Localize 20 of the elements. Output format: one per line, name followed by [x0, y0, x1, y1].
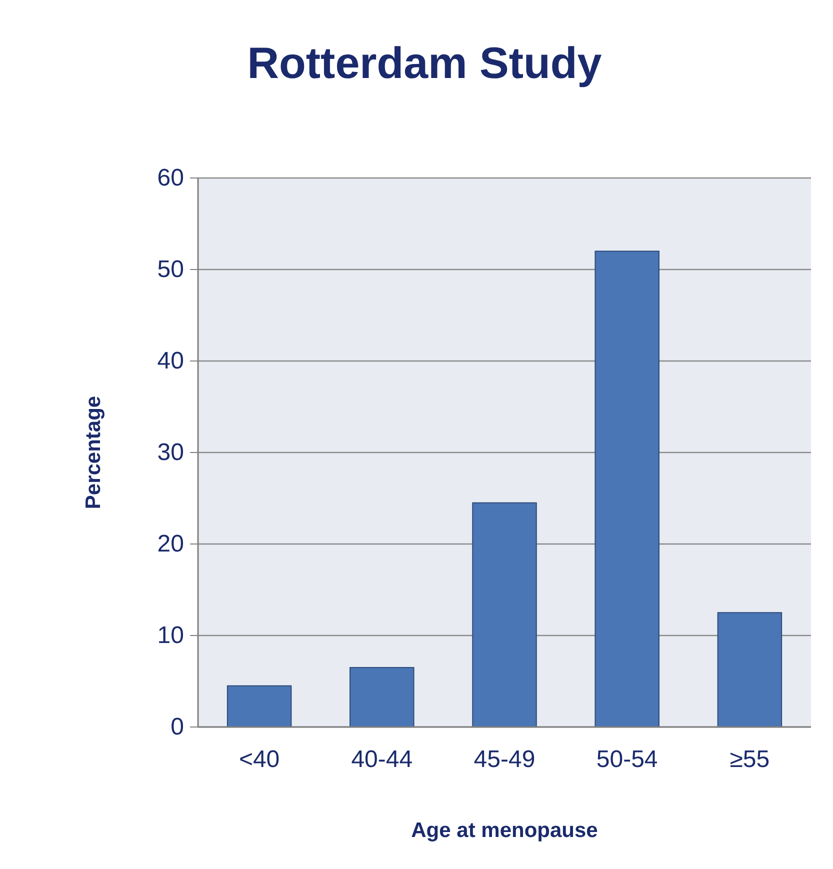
x-tick-label: <40 [238, 746, 280, 773]
bar [472, 502, 537, 728]
x-axis-title: Age at menopause [411, 819, 598, 842]
bar [350, 667, 414, 728]
y-tick-label: 40 [157, 348, 184, 374]
y-tick-label: 0 [170, 714, 184, 740]
x-tick-label: 45-49 [474, 746, 536, 773]
bar [226, 685, 292, 728]
x-tick-label: ≥55 [730, 746, 770, 773]
y-tick-label: 20 [157, 530, 184, 558]
y-tick-label: 50 [157, 256, 184, 283]
x-tick-label: 50-54 [596, 746, 658, 773]
y-tick-label: 30 [157, 439, 184, 466]
bar [594, 250, 660, 728]
y-axis-title: Percentage [82, 396, 105, 510]
bar [717, 612, 782, 728]
y-tick-label: 10 [157, 622, 184, 649]
chart-title: Rotterdam Study [247, 39, 602, 88]
x-tick-label: 40-44 [351, 746, 413, 773]
y-tick-label: 60 [157, 164, 184, 192]
